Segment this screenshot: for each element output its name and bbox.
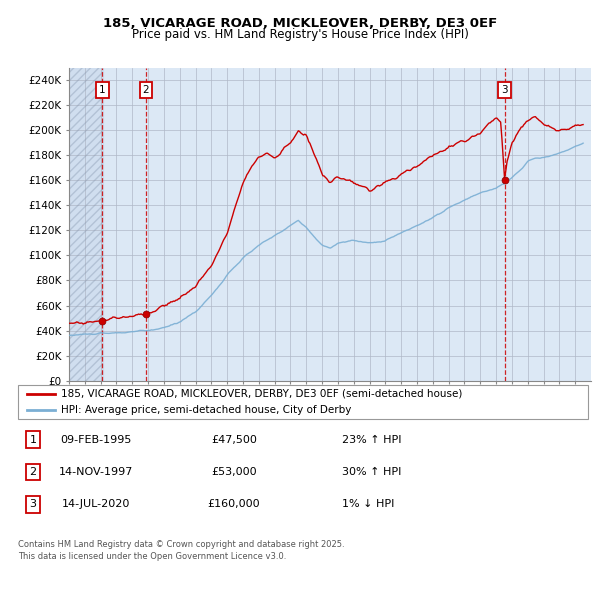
Text: 3: 3 <box>502 86 508 96</box>
Text: 1: 1 <box>29 435 37 444</box>
Text: 185, VICARAGE ROAD, MICKLEOVER, DERBY, DE3 0EF: 185, VICARAGE ROAD, MICKLEOVER, DERBY, D… <box>103 17 497 30</box>
Text: 09-FEB-1995: 09-FEB-1995 <box>61 435 131 444</box>
Text: 1: 1 <box>99 86 106 96</box>
Text: Contains HM Land Registry data © Crown copyright and database right 2025.
This d: Contains HM Land Registry data © Crown c… <box>18 540 344 560</box>
Text: 23% ↑ HPI: 23% ↑ HPI <box>342 435 401 444</box>
Text: £160,000: £160,000 <box>208 500 260 509</box>
Text: 2: 2 <box>143 86 149 96</box>
Text: 14-JUL-2020: 14-JUL-2020 <box>62 500 130 509</box>
Text: 3: 3 <box>29 500 37 509</box>
FancyBboxPatch shape <box>18 385 588 419</box>
Text: Price paid vs. HM Land Registry's House Price Index (HPI): Price paid vs. HM Land Registry's House … <box>131 28 469 41</box>
Bar <box>69 55 103 381</box>
Text: 1% ↓ HPI: 1% ↓ HPI <box>342 500 394 509</box>
Text: 30% ↑ HPI: 30% ↑ HPI <box>342 467 401 477</box>
Text: £47,500: £47,500 <box>211 435 257 444</box>
Text: 14-NOV-1997: 14-NOV-1997 <box>59 467 133 477</box>
Text: £53,000: £53,000 <box>211 467 257 477</box>
Text: 185, VICARAGE ROAD, MICKLEOVER, DERBY, DE3 0EF (semi-detached house): 185, VICARAGE ROAD, MICKLEOVER, DERBY, D… <box>61 389 462 399</box>
Text: HPI: Average price, semi-detached house, City of Derby: HPI: Average price, semi-detached house,… <box>61 405 351 415</box>
Text: 2: 2 <box>29 467 37 477</box>
